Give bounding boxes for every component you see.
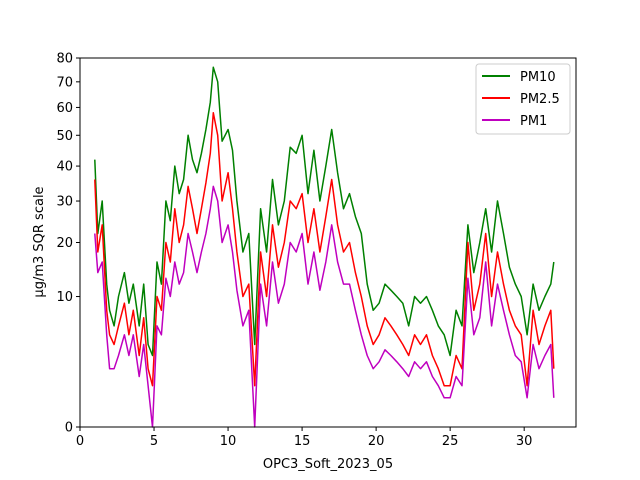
y-tick-label: 50	[56, 129, 73, 144]
plot-lines	[94, 66, 555, 428]
y-tick-label: 0	[65, 421, 73, 436]
x-tick-label: 5	[150, 434, 158, 449]
x-tick-label: 30	[516, 434, 533, 449]
y-tick-label: 10	[56, 290, 73, 305]
x-tick-label: 10	[220, 434, 237, 449]
y-tick-label: 40	[56, 160, 73, 175]
y-tick-label: 60	[56, 101, 73, 116]
legend: PM10 PM2.5 PM1	[475, 63, 571, 135]
series-line-pm10	[94, 66, 555, 357]
y-axis-label: µg/m3 SQR scale	[32, 186, 47, 297]
x-tick-label: 20	[368, 434, 385, 449]
y-tick-label: 80	[56, 52, 73, 67]
legend-label: PM1	[520, 114, 547, 129]
legend-box	[475, 63, 571, 135]
y-axis-ticks: 0 10 20 30 40 50 60 70 80	[56, 52, 80, 436]
x-tick-label: 25	[442, 434, 459, 449]
series-line-pm1	[94, 185, 555, 428]
x-axis-label: OPC3_Soft_2023_05	[263, 457, 393, 472]
legend-label: PM2.5	[520, 92, 560, 107]
series-line-pm25	[94, 112, 555, 387]
x-tick-label: 15	[294, 434, 311, 449]
y-tick-label: 70	[56, 75, 73, 90]
y-tick-label: 30	[56, 195, 73, 210]
x-axis-ticks: 0 5 10 15 20 25 30	[76, 427, 533, 449]
legend-label: PM10	[520, 70, 556, 85]
y-tick-label: 20	[56, 236, 73, 251]
x-tick-label: 0	[76, 434, 84, 449]
